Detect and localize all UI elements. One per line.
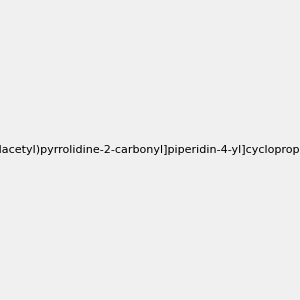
Text: N-[1-[1-(2-phenylacetyl)pyrrolidine-2-carbonyl]piperidin-4-yl]cyclopropanecarbox: N-[1-[1-(2-phenylacetyl)pyrrolidine-2-ca…: [0, 145, 300, 155]
